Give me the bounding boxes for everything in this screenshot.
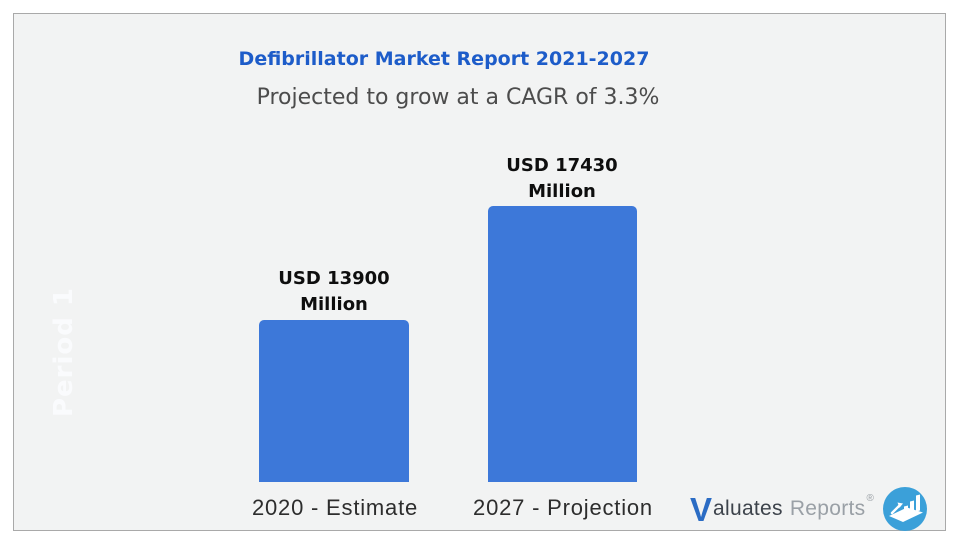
data-label-2027-unit: Million [528,181,596,202]
logo-reports-text: Reports [789,497,866,520]
chart-subtitle: Projected to grow at a CAGR of 3.3% [256,85,660,110]
bar-2027-projection [488,206,637,482]
bar-2020-estimate [259,320,409,482]
logo-v-mark: V [690,490,713,528]
data-label-2027: USD 17430 Million [506,153,617,205]
chart-title: Defibrillator Market Report 2021-2027 [238,48,650,70]
x-axis-label-2027: 2027 - Projection [473,495,653,520]
logo-name-text: aluates [713,497,783,520]
bar-chart-growth-icon [882,487,927,531]
registered-trademark-symbol: ® [866,493,874,504]
valuates-reports-logo: V aluates Reports ® [690,484,928,534]
chart-frame: Period 1 Defibrillator Market Report 202… [13,13,946,531]
data-label-2020-unit: Million [300,294,368,315]
data-label-2027-value: USD 17430 [506,155,618,176]
watermark-period: Period 1 [49,286,79,418]
data-label-2020-value: USD 13900 [278,268,390,289]
data-label-2020: USD 13900 Million [278,266,389,318]
x-axis-label-2020: 2020 - Estimate [251,495,419,520]
